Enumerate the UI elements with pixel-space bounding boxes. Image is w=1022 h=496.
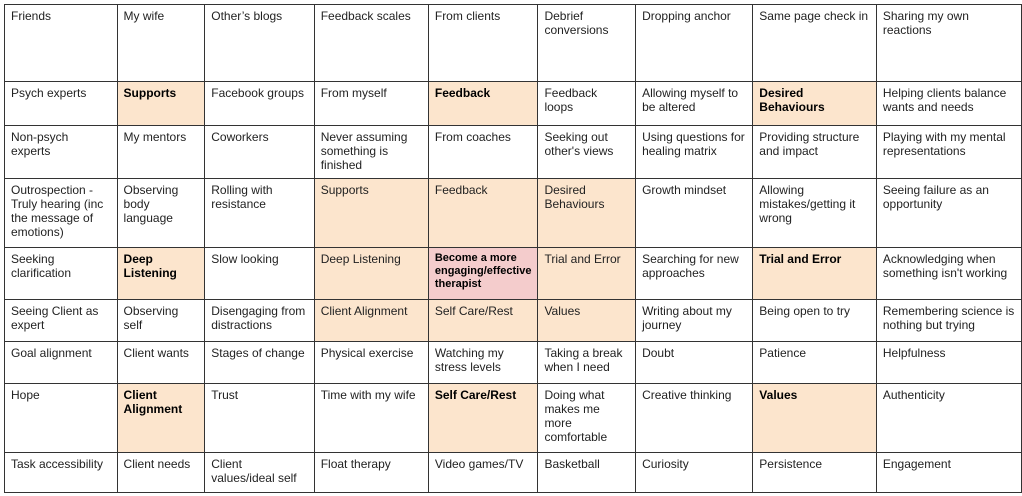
grid-row: Task accessibility Client needs Client val… [4,452,1022,493]
grid-cell[interactable]: Acknowledging when something isn't worki… [875,247,1022,300]
grid-cell[interactable]: Never assuming something is finished [313,125,429,179]
theme-cell[interactable]: Desired Behaviours [752,81,877,126]
grid-cell[interactable]: Curiosity [635,452,754,493]
theme-cell[interactable]: Client Alignment [116,383,206,453]
theme-cell[interactable]: Values [752,383,877,453]
grid-cell[interactable]: Seeking clarification [4,247,118,300]
grid-cell[interactable]: From myself [313,81,429,126]
grid-cell[interactable]: Being open to try [752,299,877,342]
grid-cell[interactable]: Doubt [635,341,754,384]
grid-cell[interactable]: Seeing failure as an opportunity [875,178,1022,248]
grid-cell[interactable]: Video games/TV [427,452,539,493]
grid-cell[interactable]: Observing body language [116,178,206,248]
grid-cell[interactable]: Hope [4,383,118,453]
grid-cell[interactable]: Dropping anchor [635,4,754,82]
grid-cell[interactable]: Friends [4,4,118,82]
grid-cell[interactable]: Playing with my mental representations [875,125,1022,179]
grid-cell[interactable]: Allowing mistakes/getting it wrong [752,178,877,248]
grid-row: Seeing Client as expert Observing self Dis… [4,299,1022,342]
grid-cell[interactable]: Time with my wife [313,383,429,453]
grid-cell[interactable]: Authenticity [875,383,1022,453]
grid-cell[interactable]: Same page check in [752,4,877,82]
grid-cell[interactable]: Basketball [537,452,637,493]
grid-cell[interactable]: Physical exercise [313,341,429,384]
grid-cell[interactable]: Goal alignment [4,341,118,384]
theme-cell[interactable]: Deep Listening [313,247,429,300]
grid-cell[interactable]: Feedback scales [313,4,429,82]
theme-cell[interactable]: Feedback [427,81,539,126]
grid-cell[interactable]: Doing what makes me more comfortable [537,383,637,453]
grid-cell[interactable]: Helping clients balance wants and needs [875,81,1022,126]
grid-cell[interactable]: Trust [204,383,315,453]
grid-cell[interactable]: Facebook groups [204,81,315,126]
grid-row: Goal alignment Client wants Stages of chan… [4,341,1022,384]
theme-cell[interactable]: Self Care/Rest [427,299,539,342]
grid-cell[interactable]: Task accessibility [4,452,118,493]
grid-cell[interactable]: Stages of change [204,341,315,384]
grid-cell[interactable]: Psych experts [4,81,118,126]
theme-cell[interactable]: Client Alignment [313,299,429,342]
theme-cell[interactable]: Supports [313,178,429,248]
grid-cell[interactable]: Slow looking [204,247,315,300]
grid-cell[interactable]: Debrief conversions [537,4,637,82]
grid-cell[interactable]: Watching my stress levels [427,341,539,384]
grid-cell[interactable]: Observing self [116,299,206,342]
grid-row: Psych experts Supports Facebook groups From… [4,81,1022,126]
grid-row: Seeking clarification Deep Listening Slow … [4,247,1022,300]
grid-row: Hope Client Alignment Trust Time with my wi… [4,383,1022,453]
grid-cell[interactable]: Using questions for healing matrix [635,125,754,179]
grid-cell[interactable]: Rolling with resistance [204,178,315,248]
grid-cell[interactable]: Allowing myself to be altered [635,81,754,126]
central-goal-cell[interactable]: Become a more engaging/effective therapi… [427,247,539,300]
grid-cell[interactable]: Taking a break when I need [537,341,637,384]
grid-cell[interactable]: Disengaging from distractions [204,299,315,342]
theme-cell[interactable]: Trial and Error [752,247,877,300]
grid-cell[interactable]: Client values/ideal self [204,452,315,493]
grid-row: Non-psych experts My mentors Coworkers Neve… [4,125,1022,179]
grid-cell[interactable]: Persistence [752,452,877,493]
theme-cell[interactable]: Feedback [427,178,539,248]
grid-row: Friends My wife Other’s blogs Feedback scal… [4,4,1022,82]
grid-cell[interactable]: My mentors [116,125,206,179]
mandala-chart-grid: Friends My wife Other’s blogs Feedback scal… [4,4,1022,493]
grid-cell[interactable]: Patience [752,341,877,384]
grid-cell[interactable]: Sharing my own reactions [875,4,1022,82]
grid-cell[interactable]: Client needs [116,452,206,493]
grid-cell[interactable]: Client wants [116,341,206,384]
theme-cell[interactable]: Trial and Error [537,247,637,300]
grid-cell[interactable]: My wife [116,4,206,82]
theme-cell[interactable]: Self Care/Rest [427,383,539,453]
grid-cell[interactable]: Seeking out other's views [537,125,637,179]
theme-cell[interactable]: Values [537,299,637,342]
grid-cell[interactable]: Float therapy [313,452,429,493]
theme-cell[interactable]: Supports [116,81,206,126]
grid-cell[interactable]: Writing about my journey [635,299,754,342]
grid-cell[interactable]: Helpfulness [875,341,1022,384]
grid-cell[interactable]: Creative thinking [635,383,754,453]
grid-cell[interactable]: From clients [427,4,539,82]
grid-row: Outrospection - Truly hearing (inc the m… [4,178,1022,248]
grid-cell[interactable]: Coworkers [204,125,315,179]
grid-cell[interactable]: Remembering science is nothing but tryin… [875,299,1022,342]
grid-cell[interactable]: Feedback loops [537,81,637,126]
theme-cell[interactable]: Desired Behaviours [537,178,637,248]
grid-cell[interactable]: From coaches [427,125,539,179]
grid-cell[interactable]: Searching for new approaches [635,247,754,300]
theme-cell[interactable]: Deep Listening [116,247,206,300]
grid-cell[interactable]: Other’s blogs [204,4,315,82]
grid-cell[interactable]: Outrospection - Truly hearing (inc the m… [4,178,118,248]
grid-cell[interactable]: Providing structure and impact [752,125,877,179]
grid-cell[interactable]: Growth mindset [635,178,754,248]
grid-cell[interactable]: Engagement [875,452,1022,493]
grid-cell[interactable]: Seeing Client as expert [4,299,118,342]
grid-cell[interactable]: Non-psych experts [4,125,118,179]
